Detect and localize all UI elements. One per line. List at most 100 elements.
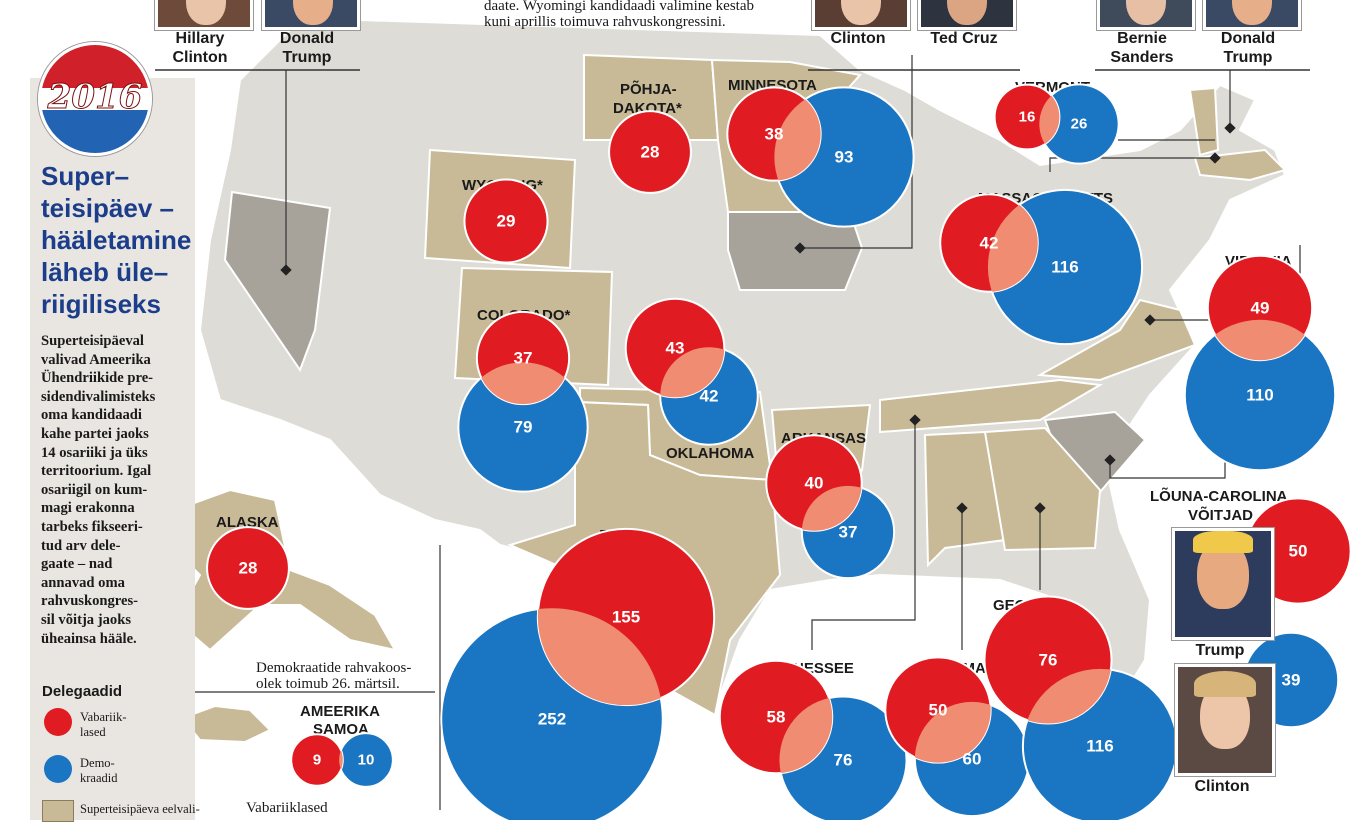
bubble-overlap: [779, 696, 833, 774]
delegate-bubbles: 28 93 38 29 79 37 42 43 26 16 116 42 110 49 37 40 252 155…: [206, 83, 1352, 820]
bubble-value-republican: 42: [980, 234, 999, 253]
label-south-carolina-2: VÕITJAD: [1188, 506, 1253, 524]
intro-line: territoorium. Igal: [41, 463, 152, 480]
bubble-value-democrat: 79: [514, 418, 533, 437]
bubble-value-republican: 28: [641, 143, 660, 162]
label-south-carolina-1: LÕUNA-CAROLINA: [1150, 487, 1288, 505]
bubble-value-republican: 49: [1251, 299, 1270, 318]
intro-line: annavad oma: [41, 574, 125, 591]
bubble-value-sc-trump: 50: [1289, 542, 1308, 561]
state-vermont: [1188, 86, 1220, 157]
leader-dots: [280, 122, 1236, 514]
label-north-dakota-2: DAKOTA*: [613, 100, 682, 117]
legend-primary-label: Superteisipäeva eelvali-: [80, 802, 200, 816]
bubble-value-republican: 58: [767, 708, 786, 727]
legend-title: Delegaadid: [42, 683, 123, 700]
samoa-note-line: olek toimub 26. märtsil.: [256, 676, 400, 692]
intro-line: sil võitja jaoks: [41, 611, 131, 628]
bubble-value-republican: 40: [805, 474, 824, 493]
bubble-value-democrat: 110: [1246, 386, 1273, 405]
clinton-sc-label: Clinton: [1194, 778, 1250, 795]
bubble-value-republican: 28: [239, 559, 258, 578]
bubble-value-republican: 37: [514, 349, 533, 368]
bubble-republican: [206, 526, 290, 610]
bubble-value-democrat: 252: [538, 710, 566, 729]
winner-name-line: Ted Cruz: [930, 30, 998, 47]
bubble-value-republican: 76: [1039, 651, 1058, 670]
label-minnesota: MINNESOTA: [728, 77, 817, 94]
intro-line: tarbeks fikseeri-: [41, 518, 143, 535]
title-line: riigiliseks: [41, 289, 161, 319]
intro-line: üheainsa hääle.: [41, 630, 137, 647]
state-alabama: [923, 430, 1007, 568]
bubble-republican: [463, 178, 549, 264]
winner-name: Ted Cruz: [914, 29, 1014, 48]
bubble-value-republican: 43: [666, 339, 685, 358]
state-georgia: [983, 426, 1102, 552]
bubble-value-sc-clinton: 39: [1282, 671, 1301, 690]
bubble-value-democrat: 116: [1086, 737, 1113, 756]
intro-line: kahe partei jaoks: [41, 425, 149, 442]
samoa-note-line: Demokraatide rahvakoos-: [256, 660, 412, 676]
title-line: teisipäev –: [41, 193, 174, 223]
page-title: Super– teisipäev – hääletamine läheb üle– ri…: [41, 160, 191, 320]
sidebar-panel: [30, 78, 195, 820]
winner-name-line: Donald: [279, 30, 335, 47]
bubble-value-republican: 155: [612, 608, 640, 627]
top-note-line: daate. Wyomingi kandidaadi valimine kest…: [484, 0, 754, 14]
label-samoa-1: AMEERIKA: [300, 703, 380, 720]
bubble-overlap: [476, 362, 570, 405]
winner-name: Donald Trump: [1198, 29, 1298, 67]
winner-name-line: Trump: [282, 49, 332, 66]
trump-sc-label: Trump: [1195, 642, 1245, 659]
bubble-value-republican: 9: [313, 752, 321, 769]
intro-line: osariigil on kum-: [41, 481, 148, 498]
photo-hillary-clinton: [155, 0, 253, 30]
bubble-value-republican: 38: [765, 125, 784, 144]
label-oklahoma: OKLAHOMA: [666, 445, 754, 462]
winner-name-line: Hillary: [175, 30, 225, 47]
title-line: hääletamine: [41, 225, 192, 255]
top-note-line: kuni aprillis toimuva rahvuskongressini.: [484, 14, 726, 30]
top-note: daate. Wyomingi kandidaadi valimine kest…: [484, 0, 754, 30]
bubble-overlap: [1022, 668, 1112, 724]
bubble-value-democrat: 116: [1051, 258, 1078, 277]
legend-primary-swatch: [42, 800, 74, 822]
legend-democrat-dot: [44, 755, 72, 783]
winner-name-line: Clinton: [172, 49, 228, 66]
legend-republican-label: Vabariik-lased: [80, 710, 127, 740]
intro-line: Ühendriikide pre-: [41, 370, 154, 387]
intro-line: Superteisipäeval: [41, 333, 144, 349]
republicans-note: Vabariiklased: [246, 800, 328, 816]
badge-year: 2016: [47, 77, 143, 118]
bubble-value-democrat: 26: [1071, 116, 1088, 133]
samoa-islands: [180, 704, 272, 744]
winner-name-line: Trump: [1223, 49, 1273, 66]
bubble-overlap: [774, 87, 821, 181]
bubble-value-democrat: 76: [834, 751, 853, 770]
bubble-overlap: [801, 485, 862, 531]
title-line: Super–: [41, 161, 130, 191]
bubble-overlap: [1207, 319, 1313, 361]
label-samoa-2: SAMOA: [313, 721, 369, 738]
winner-name: Donald Trump: [257, 29, 357, 67]
bubble-value-democrat: 37: [839, 523, 858, 542]
bubble-value-republican: 50: [929, 701, 948, 720]
legend-democrat-label: Demo-kraadid: [80, 756, 117, 786]
winner-name: Clinton: [808, 29, 908, 48]
winner-name: Hillary Clinton: [150, 29, 250, 67]
title-line: läheb üle–: [41, 257, 169, 287]
intro-line: valivad Ameerika: [41, 351, 151, 368]
legend-republican-dot: [44, 708, 72, 736]
photo-ted-cruz: [918, 0, 1016, 30]
bubble-value-democrat: 42: [700, 387, 719, 406]
photo-trump-sc: [1172, 528, 1274, 640]
winner-name-line: Donald: [1220, 30, 1276, 47]
winner-name: Bernie Sanders: [1092, 29, 1192, 67]
bubble-value-republican: 16: [1019, 109, 1036, 126]
photo-clinton: [812, 0, 910, 30]
bubble-republican: [608, 110, 692, 194]
bubble-value-democrat: 60: [963, 750, 982, 769]
legend-republican-line: Vabariik-: [80, 710, 127, 724]
